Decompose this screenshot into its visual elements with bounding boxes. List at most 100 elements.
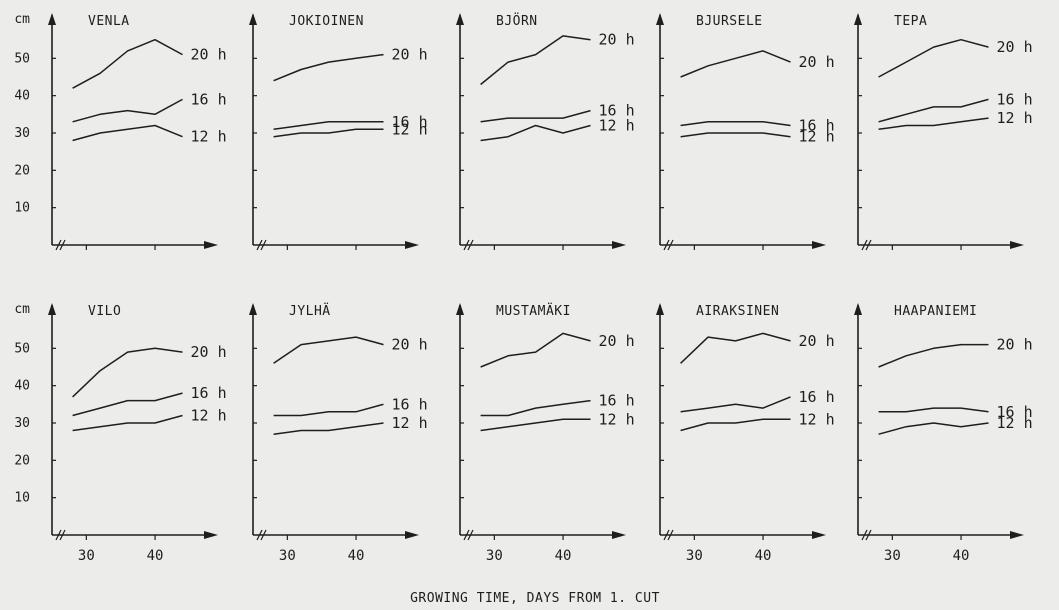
y-axis-arrow <box>456 13 464 25</box>
series-label: 12 h <box>392 414 428 432</box>
series-line <box>680 418 791 432</box>
series-label: 20 h <box>191 46 227 64</box>
axis-break-mark <box>861 529 872 541</box>
series-line <box>72 392 183 417</box>
axis-break-mark <box>55 529 66 541</box>
x-tick-label: 30 <box>884 548 901 564</box>
panel-title: BJÖRN <box>496 12 538 29</box>
series-label: 12 h <box>392 120 428 138</box>
series-line <box>72 414 183 432</box>
series-label: 16 h <box>799 117 835 135</box>
y-tick-label: 40 <box>14 89 30 104</box>
x-tick-label: 30 <box>486 548 503 564</box>
series-line <box>878 117 989 131</box>
y-tick-label: 10 <box>14 201 30 216</box>
series-line <box>480 332 591 368</box>
series-line <box>680 396 791 413</box>
series-label: 20 h <box>799 53 835 71</box>
x-axis-arrow <box>612 531 626 539</box>
series-label: 12 h <box>799 128 835 146</box>
series-line <box>878 98 989 123</box>
axis-break-mark <box>463 529 474 541</box>
y-axis-arrow <box>656 13 664 25</box>
series-label: 12 h <box>599 117 635 135</box>
series-label: 12 h <box>799 410 835 428</box>
chart-panel: JOKIOINEN 20 h 16 h12 h <box>249 13 428 251</box>
y-axis-arrow <box>854 13 862 25</box>
axis-break-mark <box>663 529 674 541</box>
y-axis-arrow <box>249 303 257 315</box>
series-line <box>273 128 384 138</box>
series-line <box>878 407 989 413</box>
series-label: 16 h <box>392 395 428 413</box>
y-axis-arrow <box>656 303 664 315</box>
series-label: 12 h <box>997 109 1033 127</box>
panel-title: TEPA <box>894 14 927 29</box>
series-line <box>878 343 989 368</box>
series-label: 16 h <box>191 384 227 402</box>
chart-panel: 30 40 MUSTAMÄKI 20 h 16 h12 h <box>456 303 635 564</box>
series-line <box>72 347 183 398</box>
x-tick-label: 30 <box>686 548 703 564</box>
series-label: 20 h <box>599 332 635 350</box>
series-label: 20 h <box>392 46 428 64</box>
x-axis-label: GROWING TIME, DAYS FROM 1. CUT <box>410 591 660 606</box>
panel-title: HAAPANIEMI <box>894 304 977 319</box>
series-line <box>72 38 183 89</box>
x-tick-label: 40 <box>147 548 164 564</box>
series-label: 20 h <box>799 332 835 350</box>
series-line <box>273 53 384 82</box>
x-axis-arrow <box>1010 241 1024 249</box>
y-tick-label: 50 <box>14 341 30 356</box>
y-unit-label: cm <box>14 12 30 27</box>
axis-break-mark <box>861 239 872 251</box>
series-label: 12 h <box>191 407 227 425</box>
y-tick-label: 20 <box>14 163 30 178</box>
x-tick-label: 30 <box>78 548 95 564</box>
panel-title: AIRAKSINEN <box>696 304 779 319</box>
chart-panel: 30 40 JYLHÄ 20 h 16 h12 h <box>249 303 428 564</box>
axis-break-mark <box>463 239 474 251</box>
axis-break-mark <box>663 239 674 251</box>
series-line <box>273 403 384 417</box>
series-label: 16 h <box>191 90 227 108</box>
series-line <box>72 98 183 123</box>
panel-title: JYLHÄ <box>289 303 331 319</box>
chart-panel: 30 40 AIRAKSINEN 20 h 16 h 12 h <box>656 303 835 564</box>
panel-title: BJURSELE <box>696 14 763 29</box>
series-label: 12 h <box>997 414 1033 432</box>
series-label: 16 h <box>599 102 635 120</box>
y-tick-label: 30 <box>14 416 30 431</box>
y-tick-label: 40 <box>14 379 30 394</box>
y-tick-label: 10 <box>14 491 30 506</box>
series-label: 16 h <box>599 392 635 410</box>
series-label: 12 h <box>191 128 227 146</box>
series-line <box>878 38 989 78</box>
chart-panel: TEPA 20 h 16 h12 h <box>854 13 1033 251</box>
series-line <box>480 35 591 86</box>
series-label: 20 h <box>997 336 1033 354</box>
series-line <box>480 399 591 417</box>
series-label: 20 h <box>392 336 428 354</box>
x-tick-label: 40 <box>755 548 772 564</box>
x-axis-arrow <box>204 531 218 539</box>
series-line <box>480 109 591 123</box>
x-axis-arrow <box>204 241 218 249</box>
series-line <box>878 422 989 435</box>
axis-break-mark <box>256 239 267 251</box>
x-tick-label: 40 <box>555 548 572 564</box>
x-axis-arrow <box>812 531 826 539</box>
panel-title: JOKIOINEN <box>289 14 364 29</box>
y-unit-label: cm <box>14 302 30 317</box>
series-label: 20 h <box>599 31 635 49</box>
series-label: 16 h <box>997 90 1033 108</box>
chart-panel: BJÖRN 20 h 16 h12 h <box>456 12 635 251</box>
x-axis-arrow <box>612 241 626 249</box>
y-tick-label: 20 <box>14 453 30 468</box>
axis-break-mark <box>256 529 267 541</box>
panel-title: MUSTAMÄKI <box>496 303 571 319</box>
series-label: 20 h <box>997 38 1033 56</box>
series-line <box>480 418 591 432</box>
